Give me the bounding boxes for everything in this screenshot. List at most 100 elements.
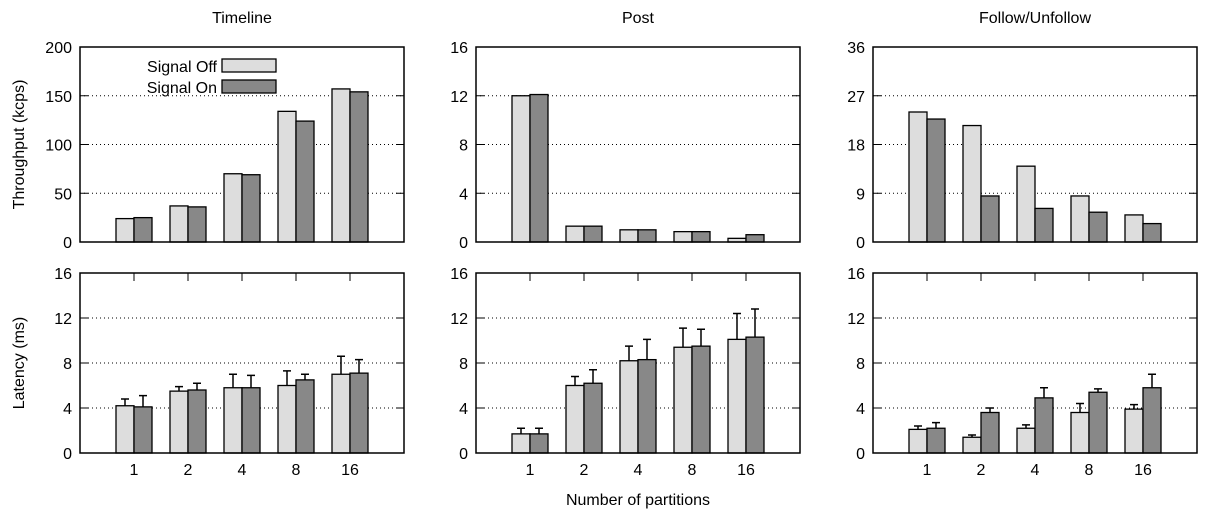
plot-frame: [79, 46, 405, 243]
bar-signal-on-8: [1088, 211, 1108, 243]
bar-signal-off-2: [962, 124, 982, 243]
bar-signal-off-16: [331, 373, 351, 454]
bar-signal-off-1: [511, 433, 531, 454]
bar-signal-on-8: [295, 120, 315, 243]
bar-signal-off-8: [1070, 195, 1090, 243]
panel-3: [872, 46, 1198, 243]
bar-signal-on-2: [187, 389, 207, 454]
bar-signal-on-2: [980, 411, 1000, 454]
panel-4: [79, 272, 405, 454]
bar-signal-on-4: [637, 229, 657, 243]
bar-signal-off-4: [619, 360, 639, 454]
xtick-label: 2: [580, 462, 589, 479]
xtick-label: 8: [688, 462, 697, 479]
bar-signal-on-8: [691, 345, 711, 454]
panel-2: [475, 46, 801, 243]
xtick-label: 1: [526, 462, 535, 479]
bar-signal-off-1: [908, 111, 928, 243]
bar-signal-off-4: [1016, 427, 1036, 454]
ytick-label: 4: [459, 401, 468, 418]
bar-signal-on-16: [1142, 387, 1162, 454]
ytick-label: 16: [54, 266, 72, 283]
ytick-label: 100: [45, 138, 72, 155]
ytick-label: 8: [63, 356, 72, 373]
legend-swatch-2: [221, 79, 277, 94]
bar-signal-on-4: [637, 358, 657, 454]
panel-title: Follow/Unfollow: [979, 10, 1091, 27]
plot-frame: [872, 46, 1198, 243]
bar-signal-off-2: [962, 436, 982, 454]
ytick-label: 0: [856, 446, 865, 463]
ytick-label: 8: [459, 356, 468, 373]
bar-signal-on-16: [1142, 222, 1162, 243]
panel-title: Timeline: [212, 10, 272, 27]
bar-signal-off-2: [565, 225, 585, 243]
ytick-label: 8: [856, 356, 865, 373]
ytick-label: 18: [847, 138, 865, 155]
bar-signal-on-1: [529, 433, 549, 454]
bar-signal-on-8: [295, 379, 315, 454]
bar-signal-off-8: [1070, 411, 1090, 454]
legend-swatch-1: [221, 58, 277, 73]
legend-label-1: Signal Off: [147, 59, 218, 76]
y-axis-label: Throughput (kcps): [11, 80, 28, 210]
ytick-label: 16: [450, 266, 468, 283]
bar-signal-off-4: [223, 387, 243, 454]
ytick-label: 12: [450, 89, 468, 106]
plot-frame: [475, 272, 801, 454]
bar-signal-on-1: [133, 406, 153, 454]
ytick-label: 16: [847, 266, 865, 283]
bar-signal-on-16: [349, 372, 369, 454]
ytick-label: 150: [45, 89, 72, 106]
ytick-label: 50: [54, 186, 72, 203]
bar-signal-off-8: [277, 384, 297, 454]
bar-signal-off-2: [169, 205, 189, 243]
plot-frame: [79, 272, 405, 454]
bar-signal-on-4: [241, 174, 261, 243]
xtick-label: 8: [1085, 462, 1094, 479]
ytick-label: 8: [459, 138, 468, 155]
ytick-label: 36: [847, 40, 865, 57]
ytick-label: 0: [63, 235, 72, 252]
x-axis-label: Number of partitions: [566, 492, 710, 509]
panel-1: [79, 46, 405, 243]
ytick-label: 9: [856, 186, 865, 203]
bar-signal-on-16: [349, 91, 369, 243]
bar-signal-off-8: [673, 346, 693, 454]
xtick-label: 16: [341, 462, 359, 479]
bar-signal-on-16: [745, 336, 765, 454]
bar-signal-off-1: [511, 95, 531, 243]
ytick-label: 200: [45, 40, 72, 57]
bar-signal-off-4: [223, 173, 243, 243]
xtick-label: 1: [923, 462, 932, 479]
bar-signal-on-1: [133, 216, 153, 243]
ytick-label: 0: [856, 235, 865, 252]
xtick-label: 1: [130, 462, 139, 479]
xtick-label: 2: [977, 462, 986, 479]
xtick-label: 2: [184, 462, 193, 479]
panel-5: [475, 272, 801, 454]
panel-title: Post: [622, 10, 655, 27]
bar-signal-off-2: [565, 384, 585, 454]
y-axis-label: Latency (ms): [11, 317, 28, 409]
bar-signal-on-2: [583, 225, 603, 243]
ytick-label: 4: [459, 186, 468, 203]
legend-label-2: Signal On: [147, 80, 217, 97]
xtick-label: 16: [737, 462, 755, 479]
ytick-label: 0: [459, 446, 468, 463]
bar-signal-off-16: [331, 88, 351, 243]
bar-signal-on-16: [745, 234, 765, 243]
bar-signal-off-16: [1124, 408, 1144, 454]
bar-signal-on-2: [980, 195, 1000, 243]
bar-signal-off-1: [908, 428, 928, 454]
ytick-label: 0: [459, 235, 468, 252]
bar-signal-off-8: [277, 110, 297, 243]
plot-frame: [872, 272, 1198, 454]
xtick-label: 4: [1031, 462, 1040, 479]
ytick-label: 0: [63, 446, 72, 463]
ytick-label: 4: [63, 401, 72, 418]
bar-signal-off-4: [1016, 165, 1036, 243]
bar-signal-on-1: [529, 93, 549, 243]
bar-signal-on-1: [926, 427, 946, 454]
bar-signal-on-8: [691, 230, 711, 243]
